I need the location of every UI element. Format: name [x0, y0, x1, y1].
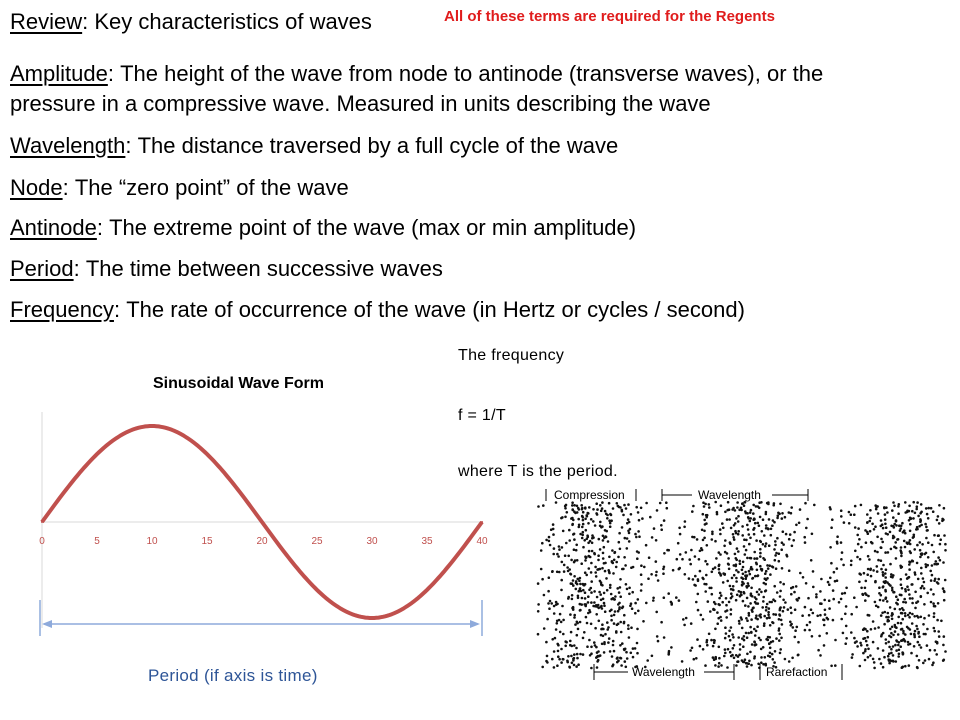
- wave-data-point: [206, 452, 208, 455]
- term-wavelength: Wavelength: The distance traversed by a …: [10, 133, 619, 158]
- wavelength-label-top: Wavelength: [698, 488, 761, 502]
- term-label: Node: [10, 175, 63, 200]
- wave-data-point: [233, 484, 236, 487]
- term-label: Period: [10, 256, 74, 281]
- term-definition: The time between successive waves: [85, 256, 443, 281]
- term-frequency: Frequency: The rate of occurrence of the…: [10, 297, 745, 322]
- sine-wave-chart: 0 5 10 15 20 25 30 35 40: [39, 412, 488, 636]
- term-period: Period: The time between successive wave…: [10, 256, 443, 281]
- frequency-note-line3: where T is the period.: [458, 463, 618, 480]
- x-tick-label: 35: [421, 536, 433, 547]
- chart-title: Sinusoidal Wave Form: [153, 375, 324, 392]
- wave-data-point: [261, 521, 263, 523]
- term-label: Wavelength: [10, 133, 126, 158]
- rarefaction-label: Rarefaction: [766, 665, 827, 679]
- frequency-note-formula: f = 1/T: [458, 407, 506, 424]
- term-amplitude: Amplitude: The height of the wave from n…: [10, 61, 824, 86]
- wave-data-point: [426, 589, 428, 592]
- wave-data-point: [453, 557, 456, 560]
- review-term: Review: [10, 9, 83, 34]
- x-tick-label: 10: [146, 536, 158, 547]
- term-definition: The distance traversed by a full cycle o…: [137, 133, 619, 158]
- wave-data-point: [398, 609, 401, 612]
- term-label: Frequency: [10, 297, 114, 322]
- period-arrow: [39, 600, 483, 636]
- term-label: Antinode: [10, 215, 97, 240]
- wave-data-point: [371, 617, 373, 619]
- frequency-note-line1: The frequency: [458, 347, 565, 364]
- wave-data-point: [481, 521, 483, 523]
- review-text: Key characteristics of waves: [94, 9, 372, 34]
- wave-data-point: [68, 484, 71, 487]
- x-tick-label: 25: [311, 536, 323, 547]
- x-tick-label: 30: [366, 536, 378, 547]
- amplitude-continuation: pressure in a compressive wave. Measured…: [10, 91, 711, 116]
- wavelength-label-bottom: Wavelength: [632, 665, 695, 679]
- wave-data-point: [316, 589, 318, 592]
- term-definition: The height of the wave from node to anti…: [120, 61, 824, 86]
- compression-label: Compression: [554, 488, 625, 502]
- wave-data-point: [151, 425, 153, 427]
- compression-diagram: Compression Wavelength Wavelength Rarefa…: [536, 488, 948, 680]
- x-tick-label: 15: [201, 536, 213, 547]
- term-definition: The rate of occurrence of the wave (in H…: [126, 297, 745, 322]
- term-antinode: Antinode: The extreme point of the wave …: [10, 215, 637, 240]
- term-node: Node: The “zero point” of the wave: [10, 175, 349, 200]
- x-tick-label: 5: [94, 536, 100, 547]
- wave-data-point: [343, 609, 346, 612]
- wave-data-point: [123, 432, 126, 435]
- term-definition: The “zero point” of the wave: [74, 175, 349, 200]
- term-label: Amplitude: [10, 61, 108, 86]
- x-tick-label: 20: [256, 536, 268, 547]
- wave-data-point: [288, 557, 291, 560]
- x-tick-label: 40: [476, 536, 488, 547]
- regents-note: All of these terms are required for the …: [444, 8, 775, 25]
- review-heading: Review: Key characteristics of waves: [10, 9, 372, 34]
- wave-data-point: [178, 432, 181, 435]
- period-label: Period (if axis is time): [148, 666, 318, 685]
- x-tick-label: 0: [39, 536, 45, 547]
- term-definition: The extreme point of the wave (max or mi…: [109, 215, 637, 240]
- wave-data-point: [41, 521, 43, 523]
- wave-data-point: [96, 452, 98, 455]
